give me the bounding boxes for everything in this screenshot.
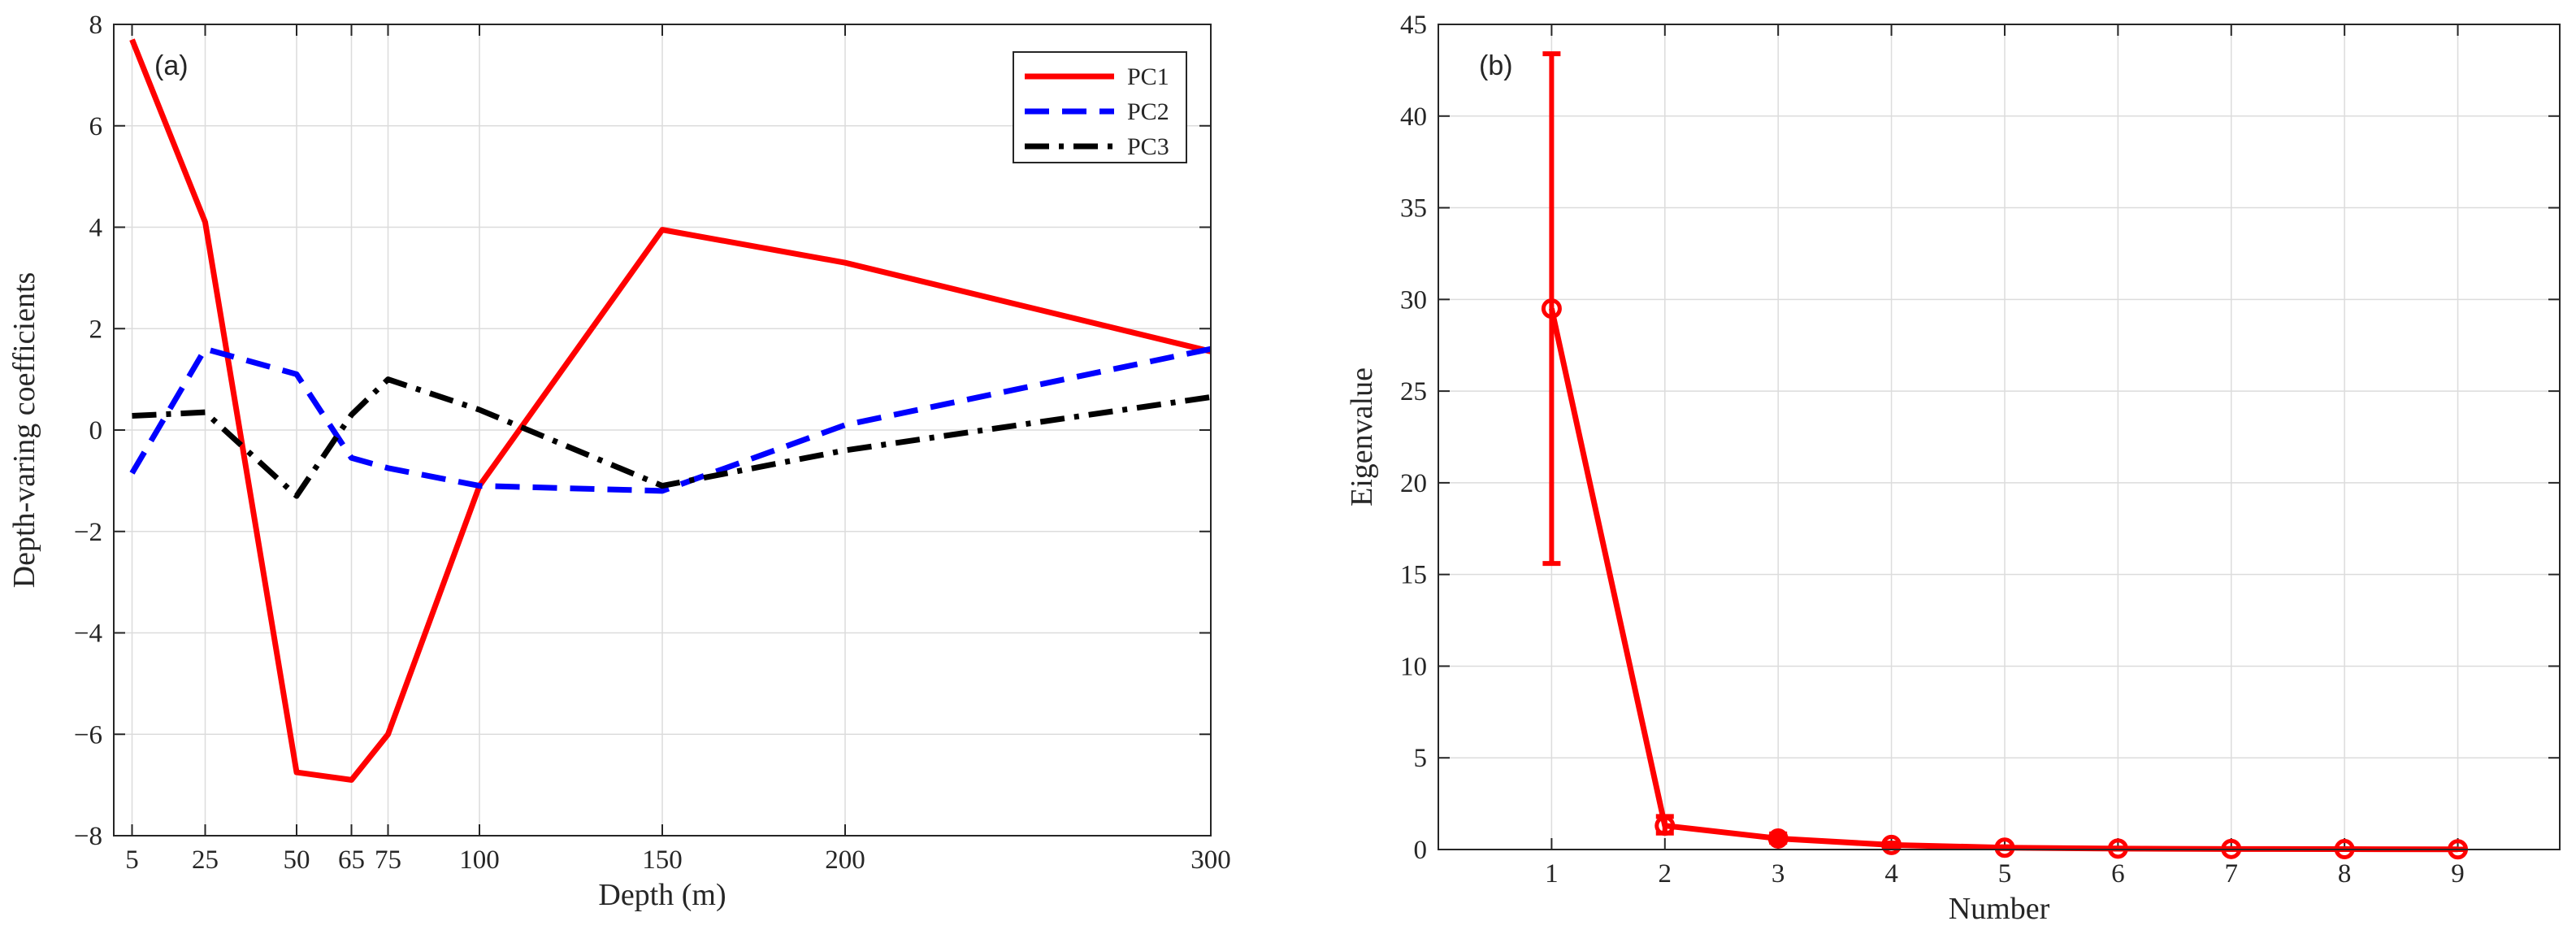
x-tick-label: 65: [338, 845, 365, 875]
y-tick-label: 10: [1400, 652, 1427, 681]
legend-label: PC2: [1127, 98, 1169, 125]
data-point: [2107, 838, 2128, 859]
y-tick-label: 30: [1400, 285, 1427, 315]
x-tick-label: 150: [642, 845, 683, 875]
x-tick-label: 6: [2111, 859, 2125, 889]
x-tick-label: 25: [192, 845, 219, 875]
series-line: [132, 376, 1212, 499]
series-pc1: [129, 38, 1212, 783]
y-tick-label: 2: [89, 315, 103, 344]
y-tick-label: 6: [89, 112, 103, 141]
y-axis-label: Depth-varing coefficients: [7, 272, 41, 589]
y-tick-label: −2: [74, 518, 102, 547]
legend-label: PC1: [1127, 63, 1169, 90]
data-point: [1541, 298, 1562, 319]
panel-label: (b): [1479, 50, 1513, 81]
x-tick-label: 3: [1772, 859, 1785, 889]
y-tick-label: 15: [1400, 561, 1427, 590]
y-tick-label: 4: [89, 214, 103, 243]
legend: PC1 PC2 PC3: [1013, 51, 1187, 163]
y-tick-label: 0: [89, 416, 103, 445]
y-tick-label: 45: [1400, 11, 1427, 40]
y-tick-label: 5: [1414, 744, 1428, 773]
y-axis-label: Eigenvalue: [1345, 367, 1379, 506]
data-point: [1654, 815, 1676, 837]
series-pc3: [132, 376, 1212, 499]
panel-label: (a): [154, 50, 189, 81]
chart-panel-b: 1 2 3 4 5 6 7 8 9051015202530354045(b)NumberEige…: [1345, 11, 2561, 926]
x-tick-label: 4: [1884, 859, 1898, 889]
y-tick-label: −4: [74, 619, 102, 649]
legend-label: PC3: [1127, 133, 1169, 160]
x-axis-label: Depth (m): [598, 878, 726, 912]
x-tick-label: 9: [2451, 859, 2465, 889]
y-tick-label: 0: [1414, 836, 1428, 865]
x-tick-label: 100: [459, 845, 500, 875]
y-tick-label: 25: [1400, 377, 1427, 406]
data-point: [1994, 837, 2015, 858]
x-tick-label: 2: [1659, 859, 1672, 889]
x-tick-label: 300: [1190, 845, 1231, 875]
x-tick-label: 200: [825, 845, 865, 875]
series-pc2: [129, 345, 1212, 494]
y-tick-label: 35: [1400, 194, 1427, 224]
axes-frame: [1438, 24, 2561, 850]
y-tick-label: −8: [74, 822, 102, 851]
series-line: [129, 38, 1212, 783]
x-axis-label: Number: [1949, 892, 2050, 926]
plot-area: [1438, 24, 2560, 850]
x-tick-label: 8: [2338, 859, 2352, 889]
y-tick-label: 40: [1400, 102, 1427, 132]
data-point: [1881, 834, 1902, 855]
x-tick-label: 7: [2225, 859, 2239, 889]
series-line: [129, 345, 1212, 494]
y-tick-label: 20: [1400, 469, 1427, 498]
x-tick-label: 75: [375, 845, 401, 875]
x-tick-label: 5: [1998, 859, 2012, 889]
y-tick-label: 8: [89, 11, 103, 40]
data-point: [1767, 828, 1789, 849]
axes-frame: [113, 24, 1212, 837]
x-tick-label: 50: [284, 845, 310, 875]
x-tick-label: 1: [1545, 859, 1559, 889]
x-tick-label: 5: [125, 845, 139, 875]
chart-panel-a: 5 25 50 65 75 100 150 200 300 −8 −6 −4 −2 0 2 4 6 8 (a) Dep…: [7, 11, 1231, 912]
y-tick-label: −6: [74, 720, 102, 750]
